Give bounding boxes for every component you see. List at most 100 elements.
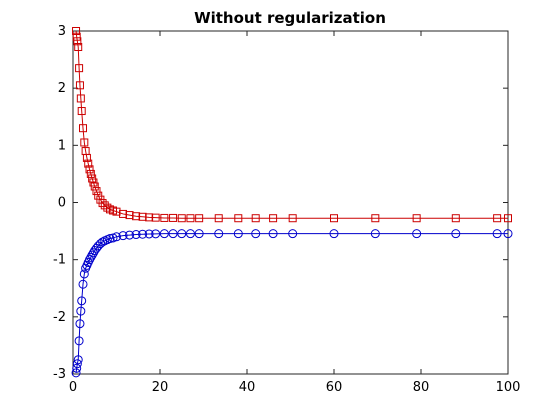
y-tick-label: -1 [53, 253, 66, 268]
data-point [412, 229, 422, 239]
data-point [75, 81, 84, 90]
data-point [77, 107, 86, 116]
data-point [72, 363, 82, 373]
data-point [131, 230, 141, 240]
series-line [75, 233, 508, 373]
data-point [138, 229, 148, 239]
data-point [85, 165, 94, 174]
data-point [412, 214, 421, 223]
data-point [73, 37, 82, 46]
data-point [160, 213, 169, 222]
data-point [98, 237, 108, 247]
data-point [451, 214, 460, 223]
x-axis: 0 20 40 60 80 100 [69, 31, 521, 395]
data-point [80, 138, 89, 147]
data-point [85, 255, 95, 265]
data-point [503, 229, 513, 239]
data-point [186, 214, 195, 223]
data-point [269, 214, 278, 223]
data-point [74, 336, 84, 346]
plot-area [72, 30, 509, 375]
data-point [84, 159, 93, 168]
y-tick-label: 0 [58, 196, 66, 211]
data-point [72, 27, 81, 35]
data-point [89, 178, 98, 187]
data-point [72, 359, 82, 369]
data-point [268, 229, 278, 239]
data-point [329, 229, 339, 239]
data-point [76, 306, 86, 316]
data-point [151, 229, 161, 239]
data-point [125, 230, 135, 240]
x-tick-label: 40 [239, 380, 256, 395]
data-point [194, 229, 204, 239]
data-point [288, 229, 298, 239]
y-tick-label: -2 [53, 310, 66, 325]
data-point [288, 214, 297, 223]
data-point [105, 234, 115, 244]
data-point [108, 233, 118, 243]
data-point [87, 250, 97, 260]
y-axis: -3 -2 -1 0 1 2 3 [53, 24, 508, 382]
data-point [103, 203, 112, 212]
series-layer [71, 27, 513, 378]
data-point [504, 214, 512, 223]
data-point [214, 229, 224, 239]
data-point [451, 229, 461, 239]
data-point [82, 153, 91, 162]
data-point [493, 214, 502, 223]
data-point [88, 174, 97, 183]
data-point [94, 191, 103, 200]
x-tick-label: 60 [326, 380, 343, 395]
data-point [177, 214, 186, 223]
data-point [78, 279, 88, 289]
x-tick-label: 20 [152, 380, 169, 395]
data-point [195, 214, 204, 223]
y-tick-label: 2 [58, 81, 66, 96]
data-point [330, 214, 338, 223]
data-point [73, 355, 83, 365]
data-point [177, 229, 187, 239]
series-2 [71, 229, 513, 378]
y-tick-label: 1 [58, 138, 66, 153]
data-point [233, 229, 243, 239]
y-tick-label: 3 [58, 24, 66, 39]
data-point [185, 229, 195, 239]
data-point [79, 124, 88, 133]
chart-title: Without regularization [194, 9, 386, 27]
data-point [75, 64, 84, 73]
data-point [214, 214, 223, 223]
data-point [79, 269, 89, 279]
data-point [118, 231, 128, 241]
data-point [492, 229, 502, 239]
data-point [112, 232, 121, 242]
data-point [92, 187, 101, 196]
x-tick-label: 80 [413, 380, 430, 395]
data-point [370, 229, 380, 239]
data-point [251, 229, 261, 239]
y-tick-label: -3 [53, 367, 66, 382]
data-point [72, 32, 81, 41]
data-point [371, 214, 380, 223]
data-point [86, 252, 96, 262]
data-point [71, 368, 81, 378]
data-point [169, 213, 178, 222]
data-point [251, 214, 260, 223]
data-point [151, 213, 160, 222]
data-point [234, 214, 243, 223]
data-point [86, 169, 95, 178]
data-point [144, 229, 154, 239]
data-point [75, 319, 85, 329]
x-tick-label: 0 [69, 380, 77, 395]
data-point [98, 199, 107, 208]
data-point [168, 229, 178, 239]
data-point [77, 296, 87, 306]
data-point [159, 229, 169, 239]
x-tick-label: 100 [496, 380, 521, 395]
series-1 [72, 27, 512, 223]
data-point [100, 201, 109, 210]
data-point [90, 182, 99, 191]
data-point [88, 248, 98, 258]
data-point [74, 43, 83, 52]
